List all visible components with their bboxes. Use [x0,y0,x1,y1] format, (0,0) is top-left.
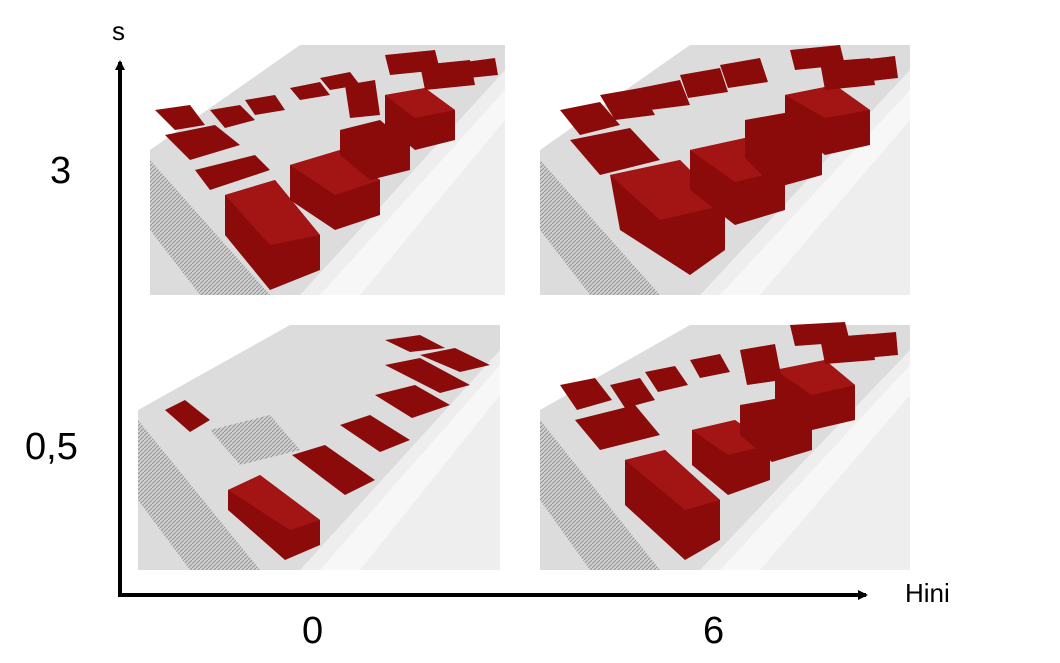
x-tick-label: 6 [703,610,725,652]
panel-s3-hini0 [150,45,505,295]
buildings-group [560,322,898,560]
y-axis-label: s [112,16,125,46]
y-tick-label: 0,5 [25,426,78,468]
y-tick-label: 3 [50,150,72,192]
panel-s05-hini0 [138,325,500,570]
panel-s05-hini6 [540,322,910,570]
buildings-group [165,335,490,560]
buildings-group [560,45,898,275]
panel-s3-hini6 [540,45,910,295]
x-tick-label: 0 [302,610,324,652]
x-axis-label: Hini [905,578,950,608]
buildings-group [155,50,498,290]
